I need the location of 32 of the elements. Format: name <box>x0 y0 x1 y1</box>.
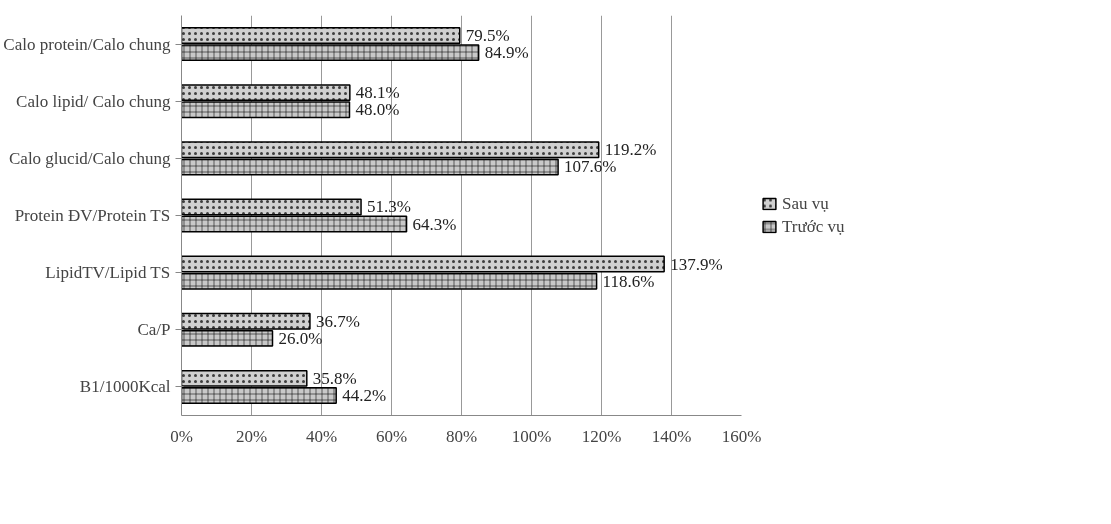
y-tick-label: Calo protein/Calo chung <box>3 34 171 54</box>
data-label: 79.5% <box>465 26 510 45</box>
data-label: 64.3% <box>412 214 457 234</box>
data-label: 44.2% <box>342 386 387 405</box>
data-label: 26.0% <box>278 328 323 348</box>
x-tick-label: 80% <box>445 426 478 446</box>
x-tick-label: 0% <box>170 426 193 446</box>
data-label: 51.3% <box>367 197 411 217</box>
x-tick-label: 40% <box>305 426 338 446</box>
data-label: 48.0% <box>355 100 400 120</box>
x-tick-label: 60% <box>375 426 408 446</box>
data-label: 137.9% <box>670 254 723 274</box>
x-tick-label: 20% <box>235 426 268 446</box>
data-label: 84.9% <box>484 43 529 63</box>
y-tick-label: Ca/P <box>137 320 171 340</box>
x-tick-label: 100% <box>511 426 552 446</box>
x-tick-label: 120% <box>581 426 622 446</box>
y-tick-label: Calo lipid/ Calo chung <box>16 91 171 111</box>
data-label: 107.6% <box>564 157 617 177</box>
x-tick-label: 160% <box>721 426 762 446</box>
y-tick-label: Calo glucid/Calo chung <box>9 148 171 168</box>
y-tick-label: Protein ĐV/Protein TS <box>14 206 171 225</box>
data-label: 36.7% <box>315 311 360 331</box>
y-tick-label: LipidTV/Lipid TS <box>45 263 171 283</box>
x-tick-label: 140% <box>651 426 692 446</box>
data-label: 35.8% <box>312 368 357 388</box>
data-label: 118.6% <box>602 271 655 291</box>
y-tick-label: B1/1000Kcal <box>79 377 171 397</box>
data-label: 48.1% <box>355 83 400 103</box>
legend-label: Trước vụ <box>782 216 845 237</box>
data-label: 119.2% <box>604 140 657 160</box>
legend-label: Sau vụ <box>782 193 829 214</box>
